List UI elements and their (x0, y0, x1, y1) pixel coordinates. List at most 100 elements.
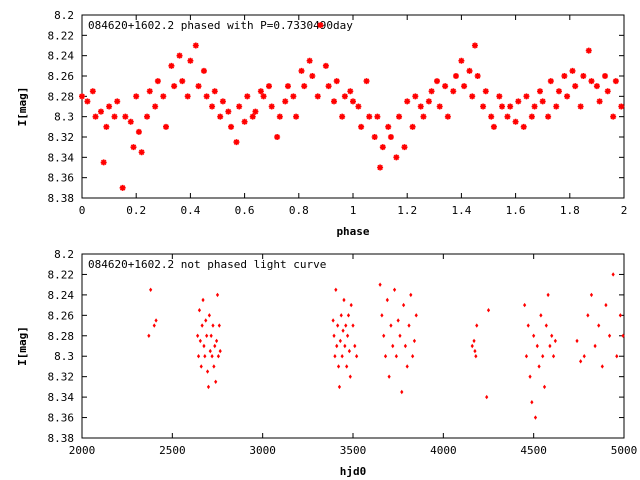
y-tick-label: 8.34 (48, 391, 75, 404)
data-point (331, 98, 338, 105)
data-point (523, 93, 530, 100)
data-point (218, 348, 222, 354)
data-point (225, 108, 232, 115)
data-point (152, 103, 159, 110)
data-point (358, 123, 365, 130)
data-point (244, 93, 251, 100)
data-point (586, 313, 590, 318)
data-point (196, 354, 201, 359)
data-point (154, 78, 161, 85)
data-point (545, 113, 552, 120)
data-point (84, 98, 91, 105)
y-axis-ticks: 8.2 8.22 8.24 8.26 8.28 8.3 8.32 8.34 8.36 8.38 (48, 9, 624, 205)
data-point (252, 108, 259, 115)
data-point (337, 384, 342, 390)
data-point (383, 354, 388, 359)
data-point (203, 93, 210, 100)
data-point (528, 374, 532, 379)
data-point (444, 113, 451, 120)
data-point (442, 83, 449, 90)
data-point (371, 134, 378, 140)
data-point (393, 154, 400, 161)
y-tick-label: 8.24 (48, 50, 75, 63)
data-point (572, 83, 579, 90)
data-point (257, 88, 264, 95)
data-point (309, 73, 316, 79)
data-point (486, 308, 491, 313)
data-point (553, 338, 557, 344)
data-point (152, 323, 156, 328)
data-point (282, 98, 289, 105)
data-point (135, 128, 142, 135)
data-point (485, 394, 489, 400)
data-point (575, 338, 579, 344)
data-point (341, 328, 345, 333)
data-point (417, 103, 424, 110)
data-point (472, 338, 476, 344)
data-point (396, 318, 400, 323)
data-point (475, 323, 479, 328)
x-axis-title: hjd0 (340, 465, 367, 478)
data-point (207, 313, 211, 318)
data-point (355, 103, 362, 110)
data-point (92, 113, 99, 120)
data-point (379, 144, 386, 151)
x-axis-title: phase (336, 225, 369, 238)
data-point (333, 78, 340, 85)
data-point (612, 78, 619, 85)
x-tick-label: 0.6 (235, 204, 255, 217)
data-point (488, 113, 495, 120)
data-point (530, 400, 534, 405)
y-tick-label: 8.38 (48, 432, 75, 445)
data-point (385, 297, 389, 303)
data-point (466, 67, 473, 74)
data-point (412, 338, 417, 344)
data-point (561, 73, 568, 79)
x-tick-label: 2500 (159, 444, 186, 457)
data-point (409, 123, 416, 130)
data-point (195, 83, 202, 90)
data-point (211, 88, 218, 95)
data-point (380, 313, 384, 318)
x-tick-label: 1.6 (506, 204, 526, 217)
data-point (149, 287, 153, 292)
data-point (89, 88, 96, 95)
data-point (582, 354, 586, 359)
data-point (317, 22, 324, 29)
data-point (343, 343, 347, 349)
data-point (355, 354, 359, 359)
data-point (184, 93, 191, 100)
data-point (550, 333, 554, 338)
data-point (366, 113, 373, 120)
x-tick-label: 0 (79, 204, 86, 217)
data-point (97, 108, 104, 115)
data-point (168, 62, 175, 69)
data-point (535, 343, 539, 349)
data-point (490, 123, 497, 130)
data-point (347, 348, 351, 354)
data-point (409, 292, 413, 298)
data-point (332, 333, 336, 338)
data-point (335, 343, 339, 349)
data-point (541, 354, 545, 359)
plot-frame (81, 14, 625, 199)
data-point (533, 415, 538, 420)
data-point (205, 369, 210, 374)
data-point (265, 83, 272, 90)
y-tick-label: 8.22 (48, 29, 75, 42)
x-tick-label: 5000 (611, 444, 638, 457)
y-tick-label: 8.36 (48, 412, 75, 425)
x-axis-ticks: 2000 2500 3000 3500 4000 4500 5000 (69, 254, 638, 457)
data-point (401, 144, 408, 151)
data-point (187, 57, 194, 64)
data-point (214, 379, 218, 384)
data-point (204, 318, 208, 323)
data-point (216, 354, 221, 359)
data-point (539, 313, 543, 318)
data-point (482, 88, 489, 95)
data-point (209, 103, 216, 110)
data-point (347, 88, 354, 95)
data-point (217, 113, 224, 120)
y-tick-label: 8.32 (48, 131, 75, 144)
